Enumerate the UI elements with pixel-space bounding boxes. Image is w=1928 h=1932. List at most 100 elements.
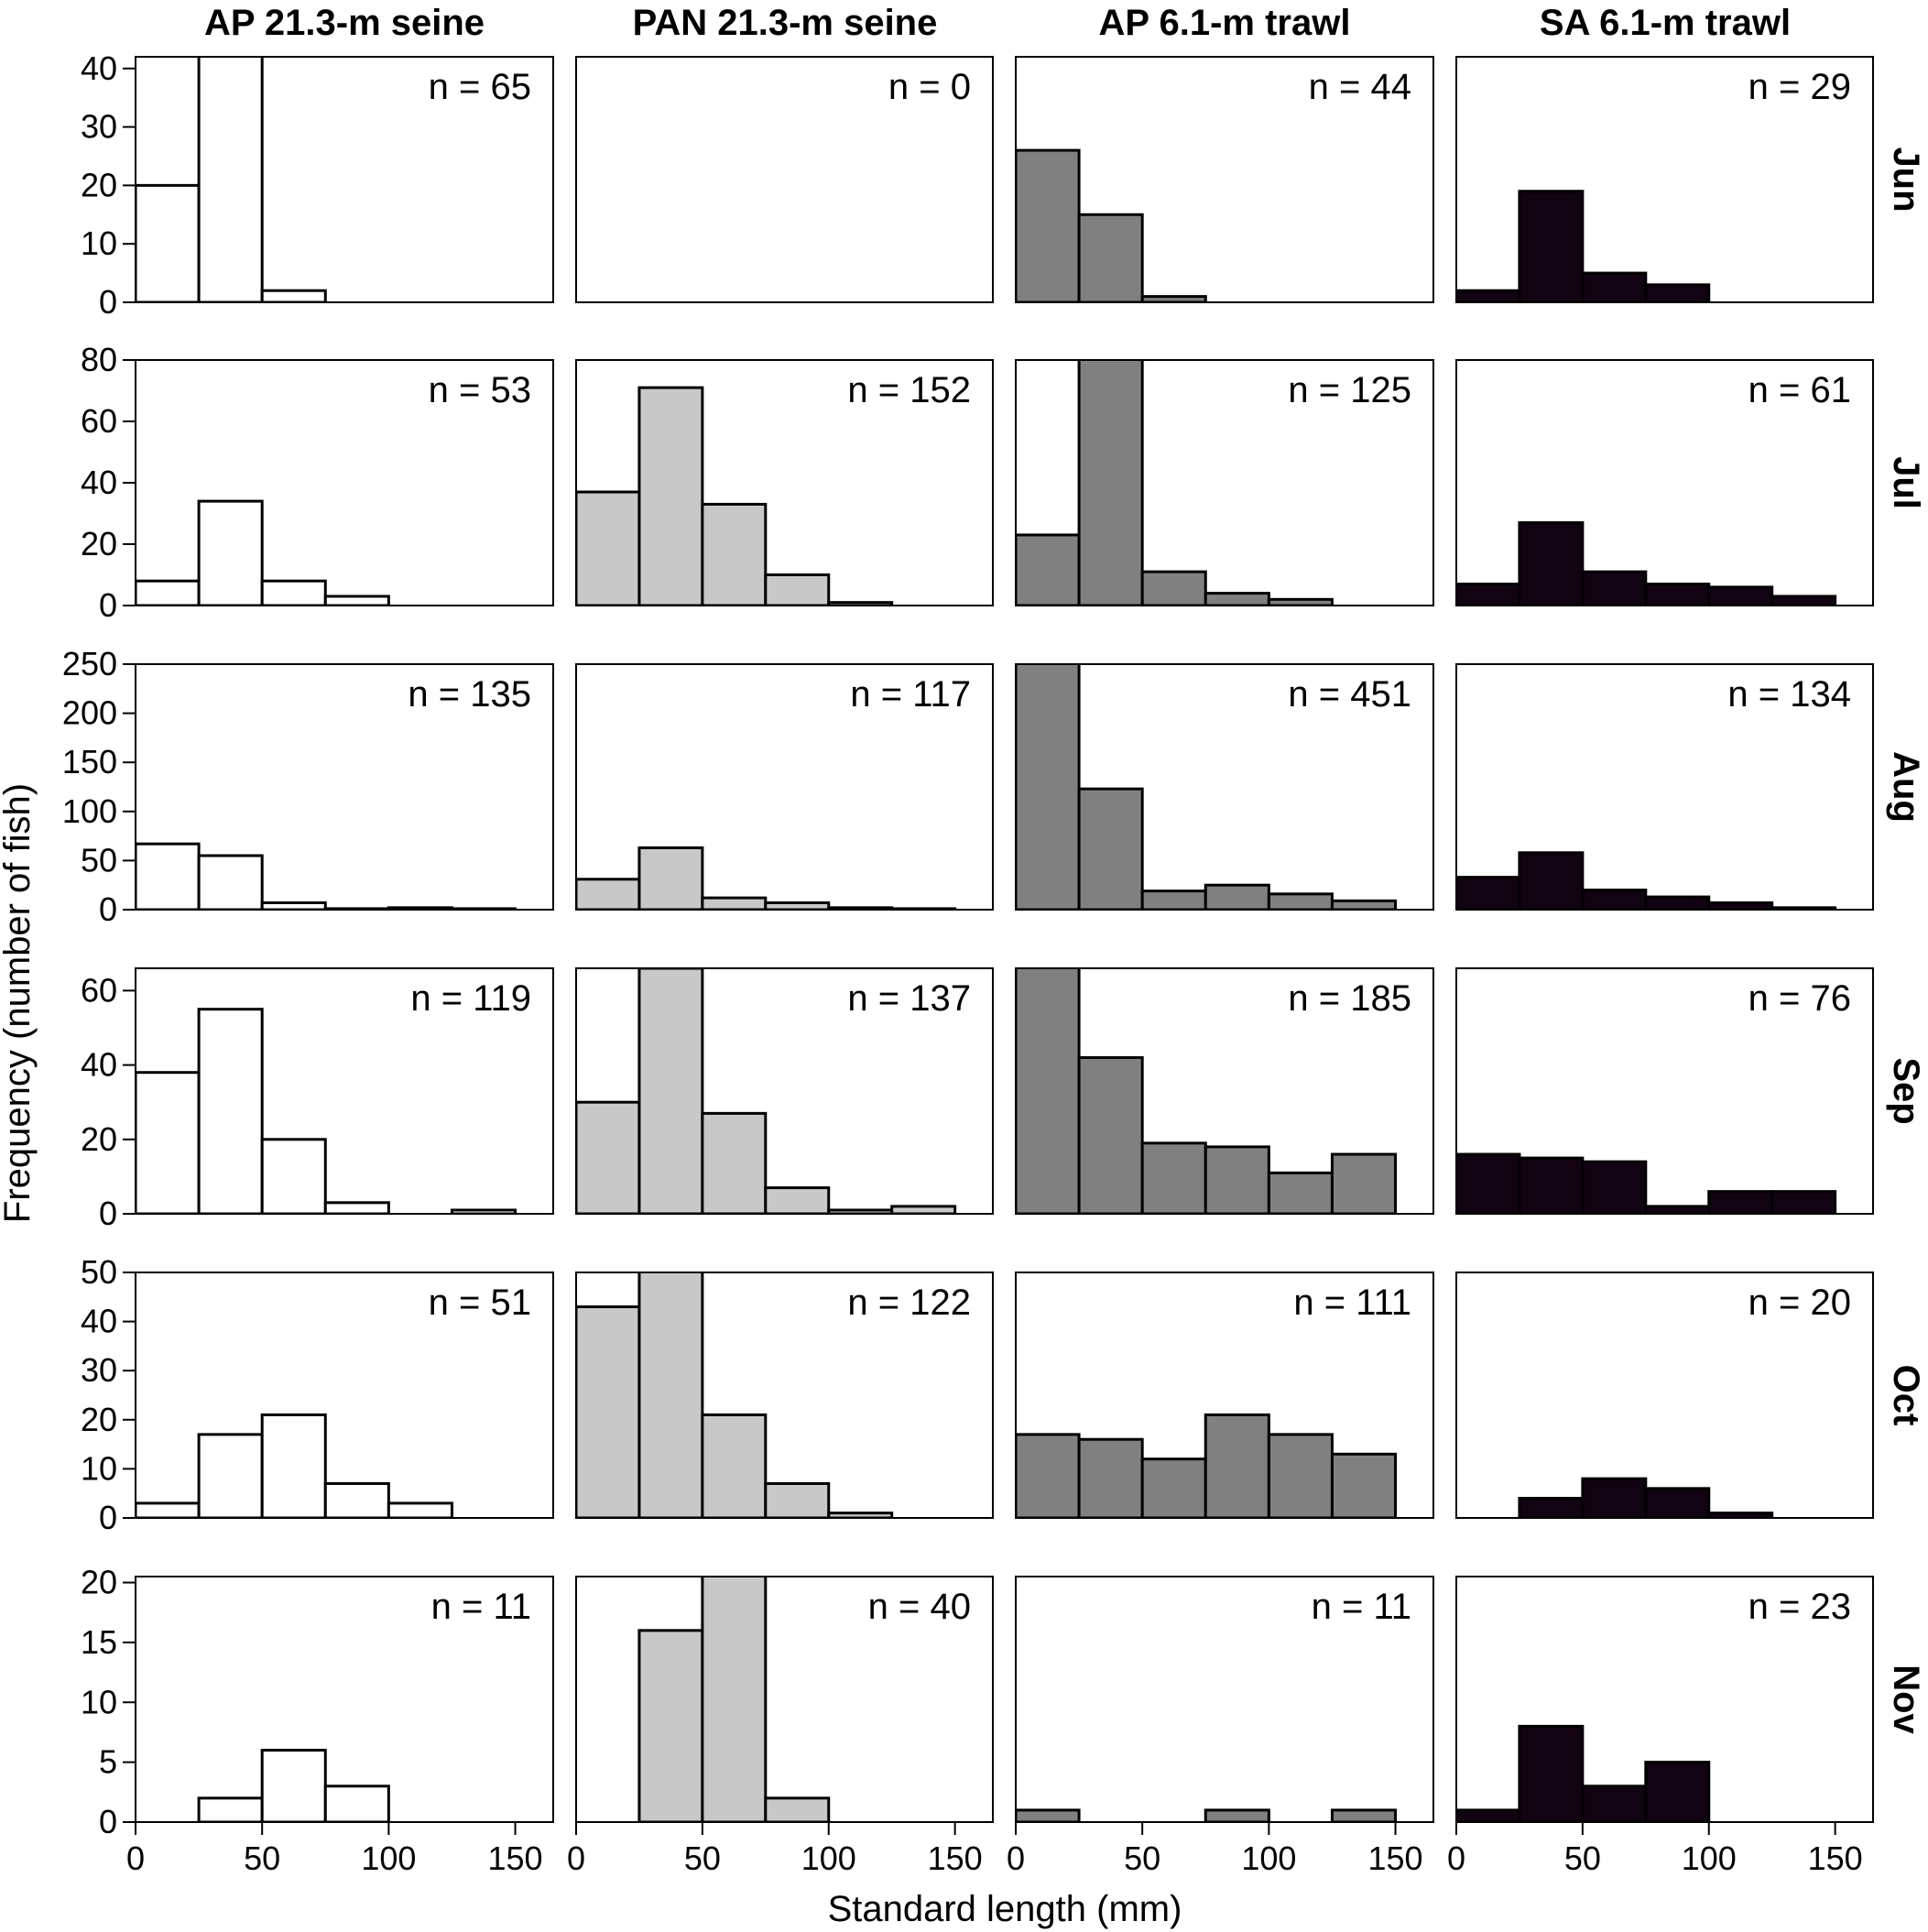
column-title-ap-trawl: AP 6.1-m trawl: [1099, 3, 1351, 43]
y-tick-label: 20: [81, 1564, 117, 1601]
histogram-bar: [1140, 1141, 1207, 1214]
histogram-bar: [637, 968, 704, 1214]
sample-size-label: n = 152: [847, 370, 971, 410]
panel-jun-col1: n = 65 0 10 20 30 40: [81, 49, 554, 321]
row-label-jun: Jun: [1886, 147, 1926, 212]
histogram-bar: [323, 595, 390, 606]
histogram-bar: [1518, 190, 1585, 302]
histogram-bar: [1204, 592, 1270, 606]
panel-nov-col4: n = 23 0 50 100 150: [1447, 1576, 1874, 1877]
bars: [1456, 1152, 1837, 1214]
y-tick-label: 10: [81, 1449, 117, 1487]
histogram-bar: [323, 1785, 390, 1822]
sample-size-label: n = 29: [1748, 67, 1851, 107]
panel-frame: [1455, 56, 1874, 303]
histogram-bar: [1330, 1452, 1398, 1518]
sample-size-label: n = 119: [410, 978, 531, 1019]
histogram-bar: [1016, 533, 1081, 606]
panel-jun-col4: n = 29: [1455, 56, 1874, 303]
y-tick-label: 0: [99, 586, 117, 624]
histogram-bar: [764, 573, 831, 606]
histogram-bar: [136, 1071, 201, 1214]
histogram-bar: [1016, 664, 1081, 910]
y-tick-label: 150: [62, 743, 117, 780]
y-tick-label: 40: [81, 49, 117, 87]
panel-aug-col4: n = 134: [1455, 663, 1874, 911]
sample-size-label: n = 185: [1288, 978, 1411, 1019]
x-tick-label: 50: [1124, 1839, 1160, 1877]
x-tick-label: 0: [126, 1839, 145, 1877]
histogram-bar: [323, 1201, 390, 1214]
panel-sep-col1: n = 119 0 20 40 60: [81, 967, 554, 1232]
histogram-bar: [1140, 570, 1207, 606]
panel-frame: [1455, 967, 1874, 1215]
histogram-bar: [1016, 1433, 1081, 1518]
panel-frame: [575, 663, 994, 911]
histogram-bar: [1518, 1156, 1585, 1214]
panel-frame: [135, 663, 554, 911]
panel-sep-col2: n = 137: [575, 967, 994, 1215]
histogram-bar: [1770, 906, 1837, 910]
y-tick-label: 30: [81, 1351, 117, 1389]
histogram-bar: [701, 1413, 768, 1518]
x-axis-label: Standard length (mm): [828, 1889, 1182, 1929]
panel-sep-col4: n = 76: [1455, 967, 1874, 1215]
histogram-bar: [827, 601, 894, 606]
sample-size-label: n = 44: [1309, 67, 1411, 107]
y-tick-label: 10: [81, 1683, 117, 1720]
panel-oct-col4: n = 20: [1455, 1272, 1874, 1519]
histogram-bar: [1077, 1437, 1144, 1518]
histogram-bar: [1581, 271, 1648, 302]
row-label-sep: Sep: [1886, 1057, 1926, 1124]
histogram-bar: [1204, 883, 1270, 910]
bars: [576, 846, 957, 910]
histogram-bar: [1581, 1160, 1648, 1214]
sample-size-label: n = 125: [1288, 370, 1411, 410]
bars: [1456, 190, 1711, 302]
histogram-bar: [260, 289, 327, 302]
panel-frame: [575, 359, 994, 606]
histogram-bar: [764, 1796, 831, 1822]
panel-jul-col2: n = 152: [575, 359, 994, 606]
y-tick-label: 0: [99, 1803, 117, 1840]
bars: [1016, 1413, 1398, 1518]
sample-size-label: n = 65: [429, 67, 531, 107]
panel-frame: [1015, 359, 1434, 606]
sample-size-label: n = 0: [888, 67, 971, 107]
x-tick-label: 100: [1682, 1839, 1737, 1877]
histogram-bar: [136, 183, 201, 302]
y-tick-label: 50: [81, 841, 117, 879]
histogram-bar: [136, 579, 201, 606]
histogram-bar: [1518, 521, 1585, 606]
panel-frame: [1015, 1272, 1434, 1519]
x-tick-label: 150: [1368, 1839, 1423, 1877]
histogram-bar: [576, 1100, 641, 1214]
histogram-bar: [1518, 1724, 1585, 1822]
histogram-bar: [637, 386, 704, 606]
histogram-bar: [197, 1433, 264, 1518]
histogram-bar: [1644, 1205, 1711, 1214]
x-tick-label: 50: [684, 1839, 721, 1877]
x-tick-label: 50: [244, 1839, 280, 1877]
bars: [1016, 148, 1207, 302]
panel-nov-col2: n = 40 0 50 100 150: [567, 1576, 994, 1877]
sample-size-label: n = 11: [431, 1587, 531, 1627]
histogram-bar: [1707, 1190, 1774, 1214]
histogram-bar: [701, 896, 768, 910]
x-tick-label: 0: [1007, 1839, 1025, 1877]
histogram-bar: [827, 1512, 894, 1518]
histogram-bar: [637, 1629, 704, 1822]
histogram-bar: [637, 1272, 704, 1518]
panel-frame: [1455, 663, 1874, 911]
panel-frame: [135, 1576, 554, 1823]
histogram-bar: [1140, 1457, 1207, 1518]
histogram-bar: [1330, 1152, 1398, 1214]
x-tick-label: 100: [1241, 1839, 1296, 1877]
y-tick-label: 0: [99, 1499, 117, 1536]
histogram-bar: [764, 901, 831, 910]
histogram-bar: [1204, 1145, 1270, 1214]
histogram-bar: [1330, 1808, 1398, 1822]
histogram-bar: [1707, 1512, 1774, 1518]
sample-size-label: n = 40: [868, 1587, 971, 1627]
